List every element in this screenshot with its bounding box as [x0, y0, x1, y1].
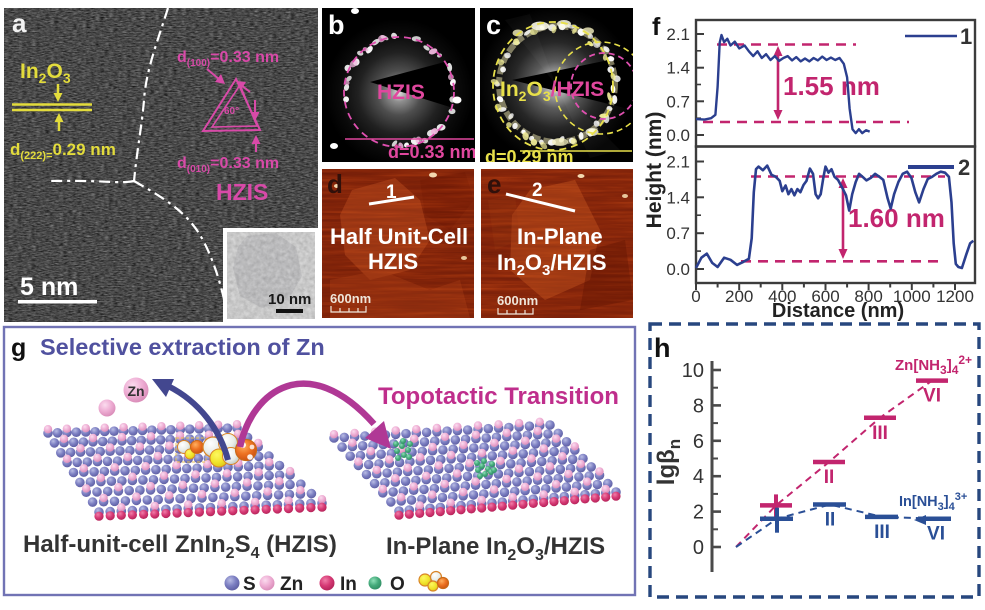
- svg-text:1200: 1200: [936, 287, 974, 306]
- svg-text:0.0: 0.0: [666, 260, 690, 279]
- svg-text:III: III: [872, 423, 888, 444]
- svg-text:400: 400: [768, 287, 796, 306]
- svg-text:In2O3/HZIS: In2O3/HZIS: [497, 250, 607, 279]
- svg-text:HZIS: HZIS: [377, 81, 425, 104]
- svg-text:O: O: [390, 574, 405, 595]
- svg-text:2: 2: [532, 180, 543, 201]
- svg-text:f: f: [652, 13, 661, 41]
- svg-text:d=0.33 nm: d=0.33 nm: [388, 142, 477, 162]
- svg-text:In-Plane In2O3/HZIS: In-Plane In2O3/HZIS: [386, 533, 605, 564]
- svg-text:2: 2: [958, 155, 970, 180]
- svg-text:1.55 nm: 1.55 nm: [783, 71, 880, 101]
- svg-text:600nm: 600nm: [497, 293, 538, 308]
- svg-text:800: 800: [854, 287, 882, 306]
- svg-text:1.4: 1.4: [666, 59, 690, 78]
- svg-text:Half-unit-cell ZnIn2S4 (HZIS): Half-unit-cell ZnIn2S4 (HZIS): [23, 531, 337, 562]
- svg-text:In-Plane: In-Plane: [517, 224, 603, 249]
- svg-text:1: 1: [960, 24, 972, 49]
- svg-text:0.0: 0.0: [666, 126, 690, 145]
- svg-text:4: 4: [693, 466, 704, 488]
- svg-text:8: 8: [693, 395, 704, 417]
- svg-text:6: 6: [693, 431, 704, 453]
- svg-text:1: 1: [386, 182, 397, 203]
- svg-text:Zn: Zn: [280, 574, 303, 595]
- svg-text:d: d: [327, 169, 343, 199]
- svg-text:0.7: 0.7: [666, 224, 690, 243]
- svg-text:10 nm: 10 nm: [268, 291, 311, 308]
- svg-text:0: 0: [693, 537, 704, 559]
- svg-text:1.4: 1.4: [666, 188, 690, 207]
- svg-text:2.1: 2.1: [666, 153, 690, 172]
- svg-text:Half Unit-Cell: Half Unit-Cell: [330, 224, 468, 249]
- svg-text:a: a: [12, 8, 27, 38]
- svg-text:III: III: [874, 522, 890, 543]
- svg-text:II: II: [824, 467, 835, 488]
- svg-text:0: 0: [691, 287, 700, 306]
- svg-text:VI: VI: [923, 386, 941, 407]
- svg-text:Height (nm): Height (nm): [643, 112, 666, 229]
- svg-text:e: e: [487, 169, 501, 199]
- svg-text:In2O3: In2O3: [20, 60, 71, 86]
- svg-text:HZIS: HZIS: [368, 249, 418, 274]
- svg-text:d=0.29 nm: d=0.29 nm: [485, 147, 574, 167]
- svg-text:600nm: 600nm: [330, 291, 371, 306]
- svg-text:10: 10: [682, 360, 704, 382]
- svg-text:HZIS: HZIS: [216, 179, 268, 205]
- svg-text:Topotactic Transition: Topotactic Transition: [378, 383, 619, 410]
- svg-text:S: S: [243, 574, 256, 595]
- svg-text:VI: VI: [927, 524, 945, 545]
- svg-text:200: 200: [725, 287, 753, 306]
- svg-text:b: b: [328, 10, 345, 40]
- svg-text:II: II: [825, 510, 836, 531]
- svg-text:c: c: [486, 10, 501, 40]
- svg-text:In2O3/HZIS: In2O3/HZIS: [500, 78, 604, 104]
- svg-text:600: 600: [811, 287, 839, 306]
- svg-text:Selective extraction of Zn: Selective extraction of Zn: [40, 334, 325, 360]
- svg-text:0.7: 0.7: [666, 92, 690, 111]
- svg-text:In: In: [340, 574, 357, 595]
- svg-text:Distance (nm): Distance (nm): [772, 300, 904, 322]
- svg-text:2: 2: [693, 502, 704, 524]
- svg-text:h: h: [654, 333, 671, 363]
- svg-text:Zn: Zn: [127, 383, 144, 399]
- svg-text:1.60 nm: 1.60 nm: [848, 203, 945, 233]
- svg-text:g: g: [11, 334, 26, 362]
- svg-text:2.1: 2.1: [666, 25, 690, 44]
- svg-text:5 nm: 5 nm: [20, 273, 78, 301]
- svg-text:60°: 60°: [224, 106, 239, 117]
- svg-text:1000: 1000: [893, 287, 931, 306]
